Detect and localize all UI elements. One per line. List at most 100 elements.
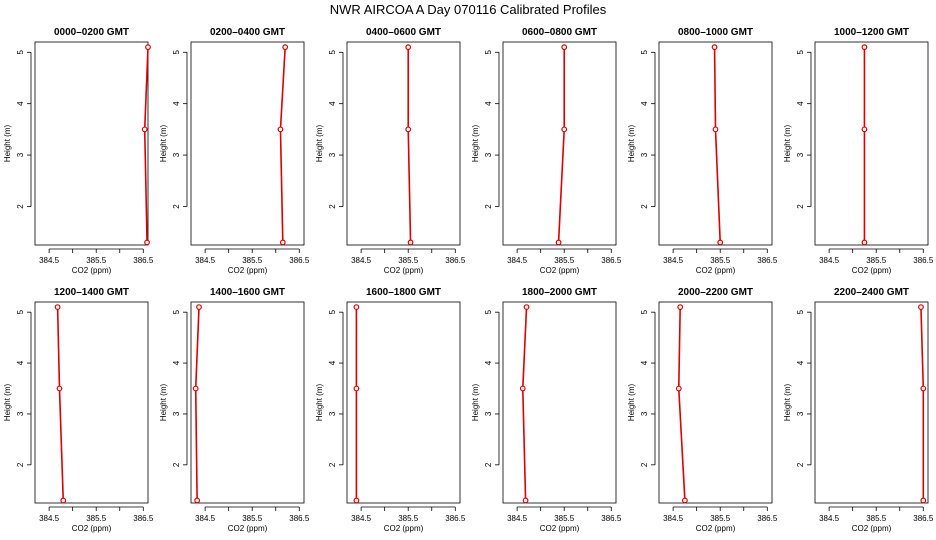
y-tick-label: 4 [328,101,337,106]
data-point [192,385,199,392]
x-tick-label: 384.5 [507,256,528,265]
x-tick-label: 386.5 [133,514,154,523]
plot-frame [34,301,149,504]
y-tick-label: 2 [640,204,649,209]
profile-line [521,307,528,501]
x-axis-label: CO2 (ppm) [72,266,112,275]
x-tick-label: 385.5 [866,256,887,265]
data-point [711,44,718,51]
data-point [405,44,412,51]
data-point [279,239,286,246]
y-axis-label: Height (m) [159,383,168,421]
data-point [405,126,412,133]
x-tick-label: 384.5 [195,514,216,523]
data-point [277,126,284,133]
x-tick-label: 384.5 [819,514,840,523]
y-axis-label: Height (m) [783,124,792,162]
data-point [353,304,360,310]
x-axis-label: CO2 (ppm) [852,266,892,275]
y-tick-label: 5 [172,50,181,55]
y-tick-label: 4 [796,360,805,365]
data-point [407,239,414,246]
y-tick-label: 5 [484,309,493,314]
panel-title: 0800–1000 GMT [678,27,753,38]
data-point [681,497,688,504]
y-tick-label: 4 [796,101,805,106]
x-tick-label: 386.5 [445,514,466,523]
x-tick-label: 385.5 [86,514,107,523]
y-tick-label: 2 [172,462,181,467]
data-point [712,126,719,133]
data-point [555,239,562,246]
profile-line [557,47,566,243]
y-tick-label: 3 [640,411,649,416]
panel-title: 0200–0400 GMT [210,27,285,38]
plot-frame [190,301,305,504]
panel-2: 0400–0600 GMT 384.5 385.5 386.5 CO2 (ppm) 2 3 4… [315,27,466,275]
x-tick-label: 386.5 [289,514,310,523]
x-tick-label: 386.5 [445,256,466,265]
plot-frame [190,41,305,246]
panel-title: 1600–1800 GMT [366,287,441,298]
y-axis-label: Height (m) [3,124,12,162]
y-tick-label: 4 [172,101,181,106]
y-axis-label: Height (m) [627,383,636,421]
panel-0: 0000–0200 GMT 384.5 385.5 386.5 CO2 (ppm) 2 3 4… [3,27,154,275]
y-tick-label: 3 [640,152,649,157]
x-tick-label: 385.5 [86,256,107,265]
y-axis-label: Height (m) [783,383,792,421]
y-tick-label: 4 [16,360,25,365]
data-point [282,44,289,51]
x-axis-label: CO2 (ppm) [540,266,580,275]
panel-title: 0400–0600 GMT [366,27,441,38]
y-axis-label: Height (m) [315,383,324,421]
x-axis-label: CO2 (ppm) [852,524,892,533]
x-tick-label: 386.5 [601,514,622,523]
data-point [675,385,682,392]
y-tick-label: 5 [484,50,493,55]
profile-line [194,307,200,501]
panel-6: 1200–1400 GMT 384.5 385.5 386.5 CO2 (ppm) 2 3 4… [3,287,154,533]
y-tick-label: 2 [640,462,649,467]
data-point [54,304,61,310]
x-tick-label: 385.5 [866,514,887,523]
panel-1: 0200–0400 GMT 384.5 385.5 386.5 CO2 (ppm) 2 3 4… [159,27,310,275]
y-axis-label: Height (m) [627,124,636,162]
panel-11: 2200–2400 GMT 384.5 385.5 386.5 CO2 (ppm) 2 3 4… [783,287,934,533]
profile-line [143,47,149,243]
x-tick-label: 386.5 [913,514,934,523]
panel-title: 1400–1600 GMT [210,287,285,298]
y-tick-label: 4 [484,101,493,106]
y-tick-label: 4 [484,360,493,365]
x-axis-label: CO2 (ppm) [384,524,424,533]
panel-title: 1800–2000 GMT [522,287,597,298]
y-tick-label: 5 [16,50,25,55]
data-point [920,497,927,504]
x-tick-label: 385.5 [710,256,731,265]
data-point [144,239,150,246]
y-tick-label: 5 [16,309,25,314]
data-point [353,497,360,504]
panel-title: 0000–0200 GMT [54,27,129,38]
x-tick-label: 386.5 [133,256,154,265]
y-tick-label: 5 [796,309,805,314]
data-point [145,44,151,51]
panel-10: 2000–2200 GMT 384.5 385.5 386.5 CO2 (ppm) 2 3 4… [627,287,778,533]
y-tick-label: 2 [796,462,805,467]
y-tick-label: 5 [328,50,337,55]
data-point [561,44,568,51]
plot-frame [346,301,461,504]
y-tick-label: 5 [640,50,649,55]
panel-4: 0800–1000 GMT 384.5 385.5 386.5 CO2 (ppm) 2 3 4… [627,27,778,275]
plot-frame [502,301,617,504]
x-axis-label: CO2 (ppm) [72,524,112,533]
panel-3: 0600–0800 GMT 384.5 385.5 386.5 CO2 (ppm) 2 3 4… [471,27,622,275]
data-point [522,497,529,504]
plot-frame [814,301,929,504]
y-tick-label: 4 [16,101,25,106]
y-axis-label: Height (m) [159,124,168,162]
y-tick-label: 5 [172,309,181,314]
panel-7: 1400–1600 GMT 384.5 385.5 386.5 CO2 (ppm) 2 3 4… [159,287,310,533]
